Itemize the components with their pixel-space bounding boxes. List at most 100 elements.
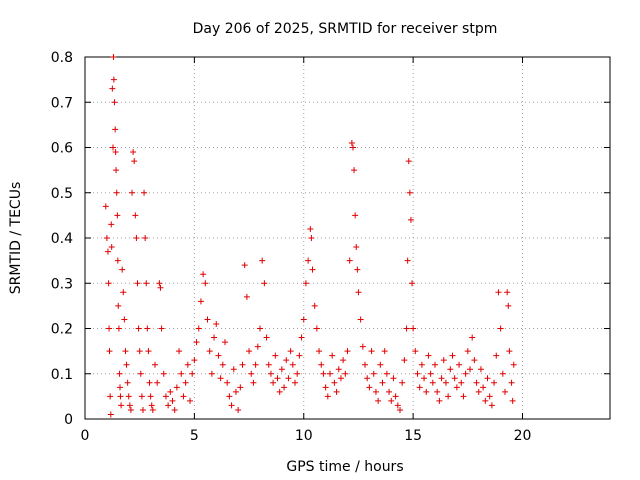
data-point [412,348,419,355]
data-point [102,203,109,210]
data-point [105,280,112,287]
data-point [228,402,235,409]
chart-title: Day 206 of 2025, SRMTID for receiver stp… [193,21,498,37]
data-point [110,144,116,151]
data-point [119,266,126,273]
data-point [132,212,139,219]
data-point [124,379,131,386]
data-point [404,257,411,264]
x-tick-label: 0 [81,428,90,444]
data-point [200,271,207,278]
data-point [405,158,412,165]
data-point [136,348,143,355]
data-point [434,388,441,395]
data-point [178,370,185,377]
data-point [351,167,358,174]
data-point [257,325,263,332]
data-point [331,379,338,386]
data-point [110,76,117,83]
y-tick-label: 0.1 [51,367,73,383]
data-point [287,348,294,355]
data-point [495,289,502,296]
data-point [458,379,465,386]
x-axis-label: GPS time / hours [286,459,403,475]
data-point [366,384,373,391]
data-point [464,348,471,355]
data-point [399,379,406,386]
data-point [239,361,246,368]
data-point [469,334,476,341]
data-point [230,366,237,373]
data-point [274,375,281,382]
data-point [115,302,122,309]
data-point [213,320,220,327]
data-point [270,379,277,386]
y-tick-label: 0.7 [51,95,73,111]
data-point [318,361,325,368]
data-point [460,393,467,400]
data-point [471,357,478,364]
data-point [324,393,331,400]
data-point [112,149,119,156]
data-point [121,316,128,323]
data-point [187,397,193,404]
data-point [267,370,274,377]
y-tick-label: 0 [64,412,73,428]
data-point [320,370,327,377]
data-point [104,248,111,255]
data-point [508,379,515,386]
data-point [184,361,191,368]
data-point [477,366,484,373]
data-point [333,388,340,395]
data-point [429,379,436,386]
data-point [505,302,512,309]
data-point [142,235,149,241]
x-tick-label: 15 [404,428,422,444]
data-point [202,280,209,287]
data-point [145,348,152,355]
data-point [349,144,356,151]
data-point [219,361,226,368]
data-point [241,262,248,269]
data-point [480,384,487,391]
data-point [491,379,498,386]
data-point [152,361,158,368]
data-point [222,339,228,346]
data-point [160,370,167,377]
data-point [292,379,298,386]
data-point [107,393,114,400]
y-tick-label: 0.4 [51,231,73,247]
x-tick-label: 10 [295,428,313,444]
data-point [423,388,430,395]
data-point [504,289,511,296]
data-point [138,393,145,400]
data-point [250,379,257,386]
data-point [107,411,114,418]
data-point [147,393,154,400]
data-point [204,316,211,323]
data-point [388,397,395,404]
data-point [143,280,150,287]
data-point [165,402,172,409]
data-point [123,361,130,368]
data-point [337,375,344,382]
data-point [375,397,382,404]
data-point [106,325,113,332]
data-point [407,216,414,223]
data-point [195,325,202,332]
data-point [394,402,401,409]
data-point [139,406,146,413]
x-tick-label: 20 [514,428,532,444]
data-point [335,366,342,373]
data-point [499,370,506,377]
plot-frame [84,56,611,420]
data-point [298,334,305,341]
data-point [217,375,224,382]
data-point [252,361,259,368]
data-point [197,298,204,305]
data-point [379,379,386,386]
data-point [149,406,156,413]
data-point [438,375,445,382]
data-point [285,375,292,382]
data-point [427,370,434,377]
